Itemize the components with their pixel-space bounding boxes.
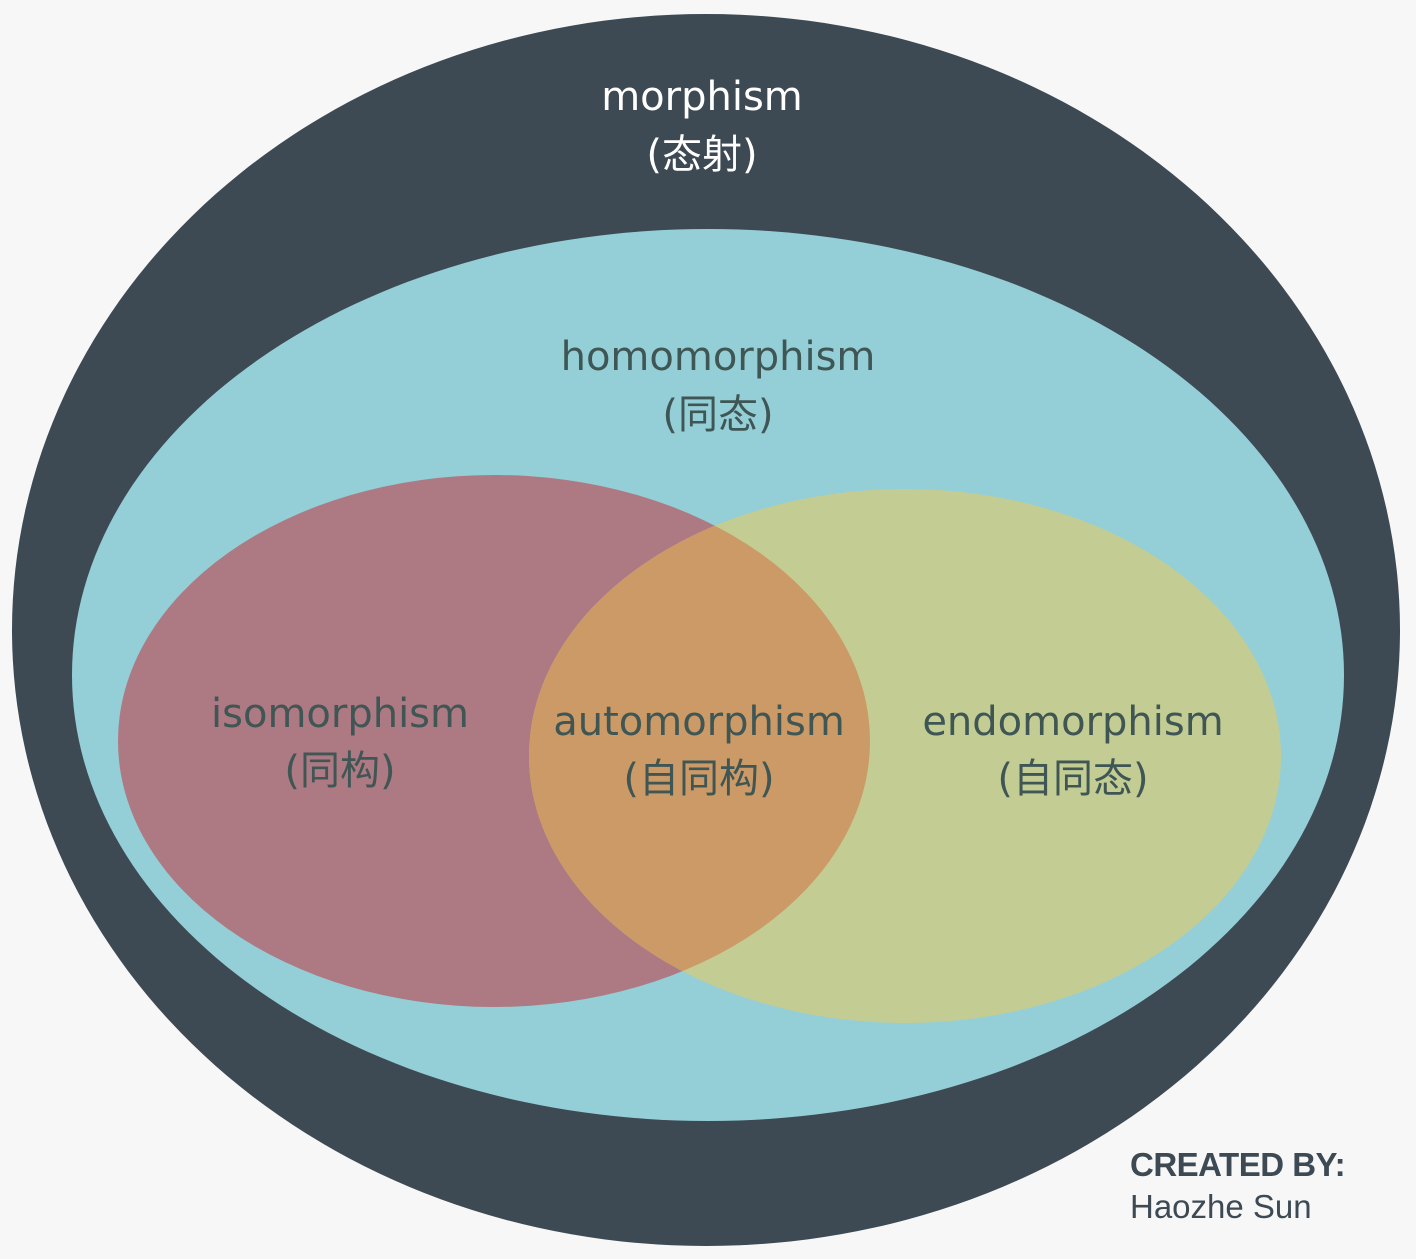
automorphism-label: automorphism xyxy=(553,699,845,745)
homomorphism-label: homomorphism xyxy=(561,334,876,380)
homomorphism-label-cn: (同态) xyxy=(662,392,773,438)
automorphism-intersection xyxy=(529,489,870,1007)
morphism-label-cn: (态射) xyxy=(646,132,757,178)
isomorphism-label-cn: (同构) xyxy=(284,748,395,794)
endomorphism-label-cn: (自同态) xyxy=(997,756,1148,802)
automorphism-label-cn: (自同构) xyxy=(623,756,774,802)
credit-author-name: Haozhe Sun xyxy=(1130,1188,1312,1225)
credit-heading: CREATED BY: xyxy=(1130,1146,1346,1183)
credit-block: CREATED BY: Haozhe Sun xyxy=(1130,1144,1346,1228)
endomorphism-label: endomorphism xyxy=(922,699,1223,745)
morphism-label: morphism xyxy=(601,74,803,120)
isomorphism-label: isomorphism xyxy=(211,691,469,737)
